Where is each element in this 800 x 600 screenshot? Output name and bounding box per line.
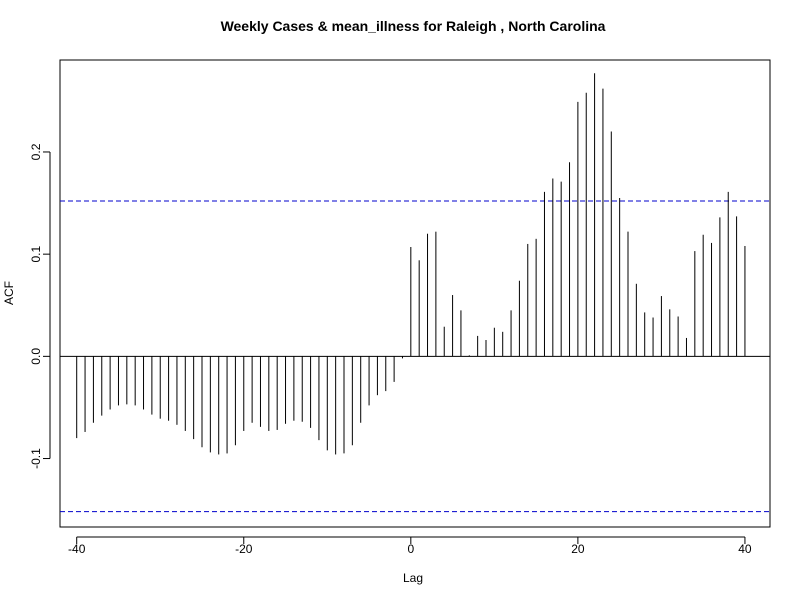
y-tick-label: -0.1 bbox=[29, 448, 43, 469]
y-tick-label: 0.1 bbox=[29, 245, 43, 262]
y-axis-label: ACF bbox=[2, 281, 16, 305]
confidence-bounds bbox=[60, 200, 770, 513]
chart-title: Weekly Cases & mean_illness for Raleigh … bbox=[221, 18, 606, 34]
y-tick-label: 0.0 bbox=[29, 348, 43, 365]
x-tick-label: 0 bbox=[407, 542, 414, 556]
y-tick-label: 0.2 bbox=[29, 143, 43, 160]
x-axis-label: Lag bbox=[403, 571, 423, 585]
x-tick-label: 40 bbox=[738, 542, 752, 556]
y-axis: -0.1 0.0 0.1 0.2 bbox=[29, 143, 51, 469]
acf-bars bbox=[76, 73, 746, 455]
x-tick-label: -20 bbox=[235, 542, 253, 556]
x-tick-label: -40 bbox=[68, 542, 86, 556]
x-tick-label: 20 bbox=[571, 542, 585, 556]
plot-frame bbox=[59, 59, 771, 528]
x-axis: -40 -20 0 20 40 bbox=[68, 536, 752, 556]
